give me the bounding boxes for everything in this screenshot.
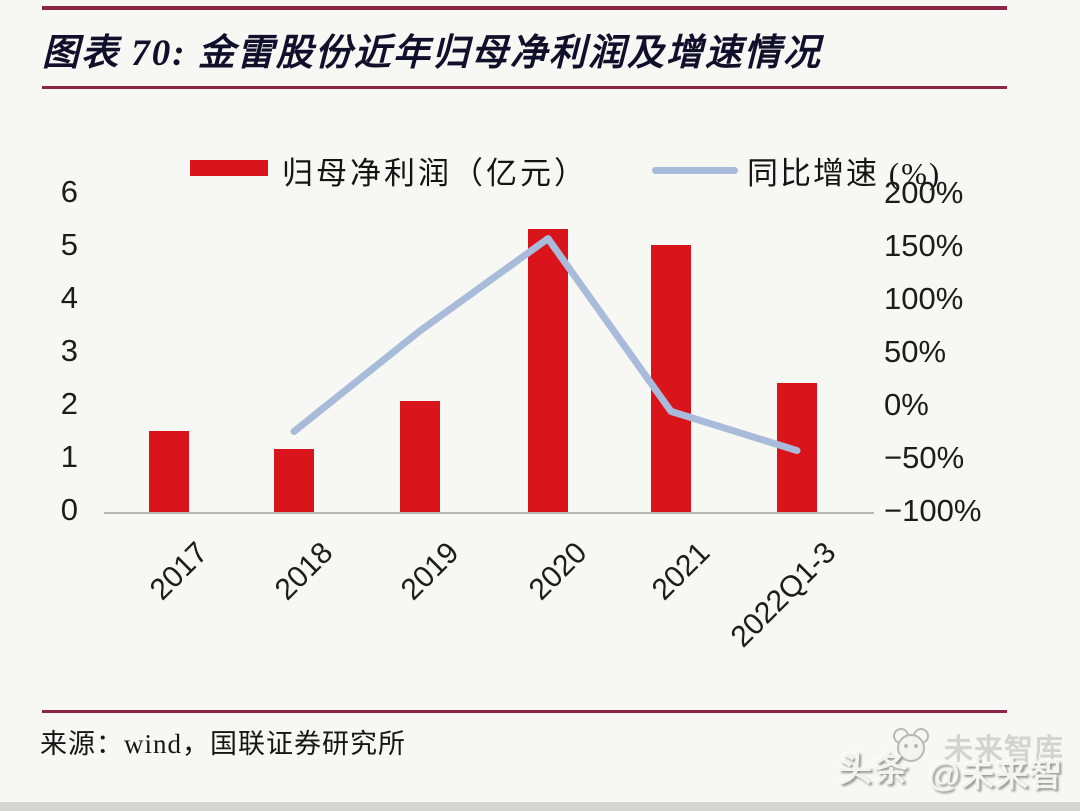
x-axis-baseline [104, 512, 874, 514]
title-underline-rule [42, 86, 1007, 89]
watermark-prefix-text: 头条 [838, 751, 910, 789]
y-axis-left-tick-label: 6 [60, 174, 78, 209]
y-axis-right-tick-label: −100% [884, 493, 982, 528]
legend-bar-swatch [190, 160, 268, 176]
y-axis-right-tick-label: 50% [884, 334, 947, 369]
y-axis-right-tick-label: 100% [884, 281, 964, 316]
watermark-ghost-text: 未来智库 [944, 734, 1065, 766]
y-axis-left-tick-label: 1 [60, 439, 78, 474]
y-axis-left-tick-label: 3 [60, 333, 78, 368]
watermark: 未来智库 头条 @未来智库 [832, 726, 1078, 811]
bar-2021 [651, 245, 691, 513]
bar-2022Q1-3 [777, 382, 817, 513]
bar-2019 [400, 401, 440, 513]
bar-2018 [274, 449, 314, 513]
legend-line-label: 同比增速 (%) [747, 156, 942, 191]
y-axis-left-tick-label: 2 [60, 386, 78, 421]
source-text: 来源：wind，国联证券研究所 [40, 729, 406, 759]
legend-line-swatch [652, 167, 738, 174]
y-axis-left-tick-label: 0 [60, 492, 78, 527]
legend-bar-label: 归母净利润（亿元） [282, 156, 588, 191]
bottom-accent-rule [42, 710, 1007, 713]
bar-2017 [149, 430, 189, 513]
y-axis-right-tick-label: 150% [884, 228, 964, 263]
y-axis-right-tick-label: −50% [884, 440, 965, 475]
y-axis-left-tick-label: 5 [60, 227, 78, 262]
y-axis-right-tick-label: 0% [884, 387, 929, 422]
top-accent-rule [42, 6, 1007, 10]
bottom-edge-strip [0, 802, 1080, 811]
y-axis-left-tick-label: 4 [60, 280, 78, 315]
y-axis-right-tick-label: 200% [884, 175, 964, 210]
bar-2020 [528, 229, 568, 513]
panda-face-icon [893, 728, 929, 762]
figure-title: 图表 70: 金雷股份近年归母净利润及增速情况 [42, 33, 822, 74]
